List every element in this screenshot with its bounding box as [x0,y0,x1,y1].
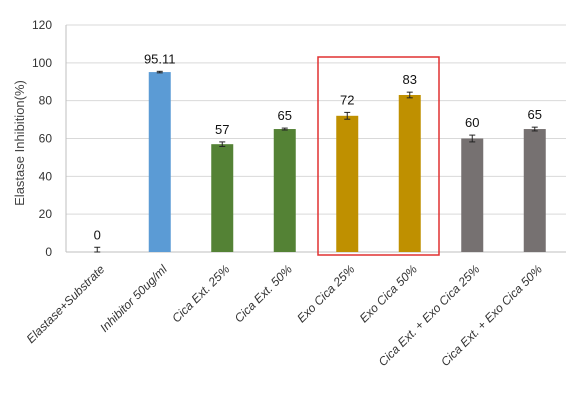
data-label: 95.11 [144,51,176,66]
data-label: 0 [94,227,101,242]
bar [336,115,359,252]
x-tick-label: Elastase+Substrate [24,262,108,346]
x-tick-label: Inhibitor 50ug/ml [97,262,170,335]
bar [461,138,484,252]
data-label: 65 [278,108,292,123]
y-tick-label: 40 [39,169,53,183]
x-tick-label: Exo Cica 25% [294,262,357,325]
bar [273,129,296,252]
x-tick-label: Cica Ext. + Exo Cica 25% [376,262,483,369]
bar [523,129,546,252]
data-label: 72 [340,92,354,107]
y-tick-label: 0 [45,245,52,259]
x-tick-label: Cica Ext. + Exo Cica 50% [438,262,545,369]
error-bars [94,70,538,253]
highlight-box-group [317,56,440,256]
y-tick-label: 60 [39,132,53,146]
x-tick-label: Cica Ext. 50% [232,262,295,325]
data-label: 57 [215,122,229,137]
bar [211,144,234,252]
data-label: 60 [465,115,479,130]
data-label: 83 [403,72,417,87]
bar [148,72,171,252]
bars [148,72,546,252]
y-tick-label: 120 [32,18,52,32]
gridlines [66,24,566,215]
x-tick-label: Exo Cica 50% [357,262,420,325]
y-axis-title: Elastase Inhibition(%) [12,80,27,206]
y-tick-label: 80 [39,94,53,108]
data-label: 65 [528,107,542,122]
bar [398,94,421,252]
y-tick-label: 20 [39,207,53,221]
y-tick-label: 100 [32,56,52,70]
data-labels: 0 95.11 57 65 72 83 60 65 [94,51,542,242]
x-tick-label: Cica Ext. 25% [169,262,232,325]
highlight-box [317,56,440,256]
